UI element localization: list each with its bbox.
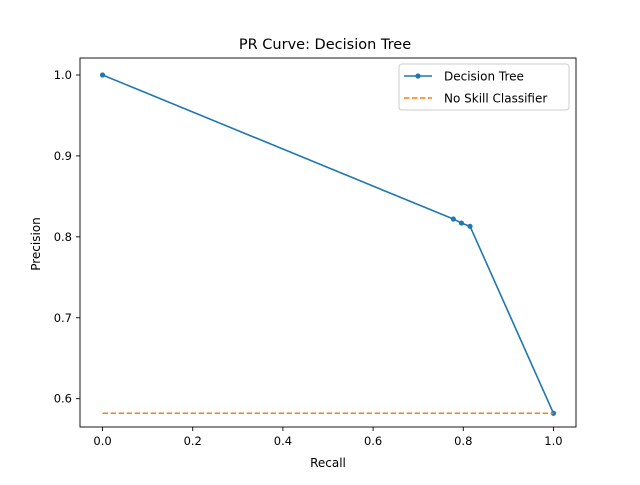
x-tick-label-5: 1.0 (544, 434, 562, 448)
y-tick-label-4: 1.0 (54, 68, 72, 82)
x-tick-label-3: 0.6 (364, 434, 382, 448)
x-axis-label: Recall (310, 456, 346, 470)
x-tick-label-1: 0.2 (184, 434, 202, 448)
y-tick-label-0: 0.6 (54, 392, 72, 406)
legend-label-0: Decision Tree (444, 70, 524, 84)
plot-area: 0.0 0.2 0.4 0.6 0.8 1.0 0.6 0.7 0.8 0.9 1.0 Decisio… (54, 57, 577, 448)
series-0-point-2 (458, 220, 465, 226)
chart-title: PR Curve: Decision Tree (239, 37, 411, 53)
legend-marker-0 (415, 73, 421, 79)
series-0-point-3 (467, 223, 473, 229)
plot-frame (79, 57, 577, 428)
series-0-point-0 (99, 72, 106, 78)
x-tick-label-0: 0.0 (93, 434, 111, 448)
legend-box (398, 63, 570, 111)
series-0-point-1 (450, 216, 456, 222)
legend-label-1: No Skill Classifier (444, 92, 547, 106)
series-0-point-4 (550, 410, 557, 416)
x-tick-label-4: 0.8 (454, 434, 472, 448)
y-tick-label-3: 0.9 (54, 149, 72, 163)
y-tick-label-1: 0.7 (54, 311, 72, 325)
y-axis-label: Precision (29, 217, 43, 271)
x-tick-label-2: 0.4 (274, 434, 292, 448)
y-tick-label-2: 0.8 (54, 230, 72, 244)
